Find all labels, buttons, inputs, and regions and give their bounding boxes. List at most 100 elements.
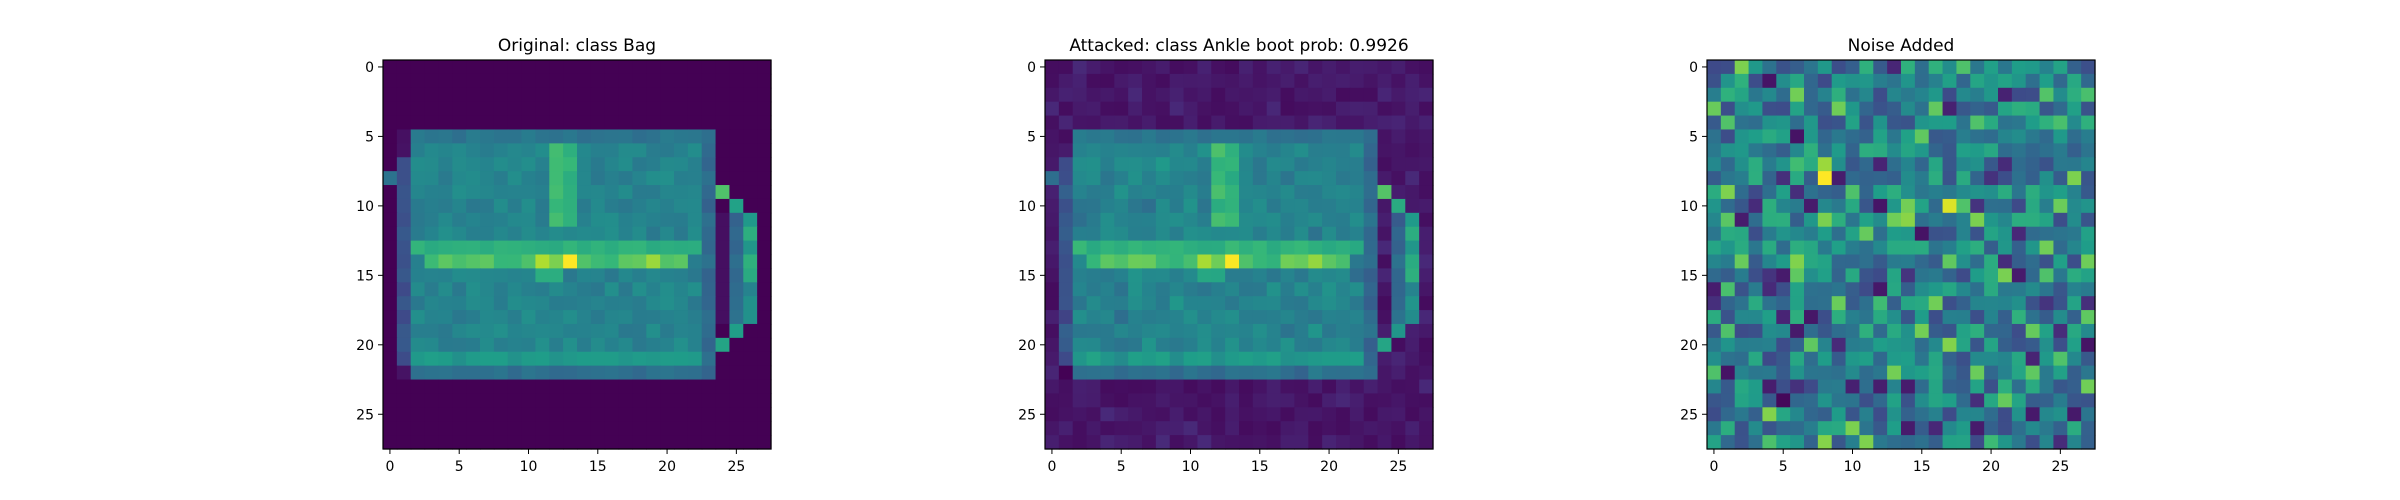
- heatmap-cell: [521, 351, 537, 367]
- heatmap-cell: [1322, 143, 1337, 158]
- heatmap-cell: [1308, 198, 1323, 214]
- heatmap-cell: [521, 393, 537, 408]
- heatmap-cell: [396, 171, 412, 186]
- heatmap-cell: [1776, 101, 1791, 117]
- heatmap-cell: [493, 435, 509, 450]
- heatmap-cell: [715, 157, 731, 172]
- heatmap-cell: [1391, 226, 1406, 242]
- heatmap-cell: [1100, 393, 1115, 408]
- heatmap-cell: [1720, 379, 1736, 395]
- heatmap-cell: [757, 185, 772, 200]
- heatmap-cell: [1405, 393, 1420, 408]
- heatmap-cell: [687, 393, 703, 408]
- heatmap-cell: [480, 323, 495, 339]
- heatmap-cell: [383, 282, 398, 297]
- heatmap-cell: [1391, 60, 1406, 75]
- heatmap-cell: [646, 310, 661, 325]
- heatmap-cell: [1197, 87, 1212, 103]
- heatmap-cell: [1045, 421, 1060, 436]
- heatmap-cell: [452, 365, 467, 381]
- heatmap-cell: [1901, 254, 1916, 269]
- heatmap-cell: [1280, 435, 1296, 450]
- heatmap-cell: [1211, 87, 1226, 103]
- heatmap-cell: [1901, 379, 1916, 395]
- heatmap-cell: [1720, 282, 1736, 297]
- heatmap-cell: [1901, 115, 1916, 131]
- heatmap-cell: [1155, 115, 1171, 131]
- heatmap-cell: [549, 268, 564, 283]
- heatmap-cell: [1956, 337, 1971, 353]
- heatmap-cell: [1336, 323, 1351, 339]
- heatmap-cell: [715, 60, 731, 75]
- heatmap-cell: [1970, 296, 1985, 311]
- heatmap-cell: [452, 323, 467, 339]
- heatmap-cell: [1776, 212, 1791, 228]
- heatmap-cell: [687, 198, 703, 214]
- heatmap-cell: [1928, 157, 1944, 172]
- heatmap-cell: [1707, 129, 1722, 144]
- heatmap-cell: [1790, 87, 1805, 103]
- heatmap-cell: [1956, 365, 1971, 381]
- heatmap-cell: [1045, 268, 1060, 283]
- heatmap-cell: [2081, 268, 2096, 283]
- heatmap-cell: [1998, 115, 2013, 131]
- heatmap-cell: [396, 435, 412, 450]
- heatmap-cell: [1252, 171, 1268, 186]
- heatmap-cell: [1970, 129, 1985, 144]
- heatmap-cell: [1901, 296, 1916, 311]
- heatmap-cell: [577, 87, 592, 103]
- heatmap-cell: [1100, 337, 1115, 353]
- heatmap-cell: [1294, 60, 1309, 75]
- heatmap-cell: [1294, 365, 1309, 381]
- heatmap-cell: [729, 185, 744, 200]
- heatmap-cell: [1225, 435, 1240, 450]
- heatmap-cell: [1956, 310, 1971, 325]
- heatmap-cell: [1239, 185, 1254, 200]
- heatmap-cell: [1169, 351, 1185, 367]
- heatmap-cell: [1720, 240, 1736, 256]
- x-tick-label: 0: [385, 459, 394, 475]
- heatmap-cell: [1956, 351, 1971, 367]
- heatmap-cell: [1058, 101, 1074, 117]
- heatmap-cell: [1859, 268, 1874, 283]
- heatmap-cell: [1045, 60, 1060, 75]
- heatmap-cell: [1707, 87, 1722, 103]
- heatmap-cell: [1707, 198, 1722, 214]
- heatmap-cell: [1984, 296, 1999, 311]
- heatmap-cell: [577, 393, 592, 408]
- heatmap-cell: [604, 115, 620, 131]
- heatmap-cell: [1266, 240, 1282, 256]
- heatmap-cell: [1225, 240, 1240, 256]
- heatmap-cell: [687, 240, 703, 256]
- heatmap-cell: [1984, 73, 1999, 89]
- heatmap-cell: [1419, 185, 1434, 200]
- heatmap-cell: [1887, 323, 1902, 339]
- heatmap-cell: [1901, 240, 1916, 256]
- heatmap-cell: [2039, 226, 2055, 242]
- heatmap-cell: [424, 365, 440, 381]
- heatmap-cell: [687, 268, 703, 283]
- heatmap-cell: [674, 157, 689, 172]
- heatmap-cell: [2039, 296, 2055, 311]
- heatmap-cell: [410, 351, 426, 367]
- heatmap-cell: [618, 323, 634, 339]
- heatmap-cell: [1914, 268, 1930, 283]
- heatmap-cell: [1252, 337, 1268, 353]
- x-tick-label: 10: [1844, 459, 1862, 475]
- heatmap-cell: [1280, 393, 1296, 408]
- heatmap-cell: [1887, 310, 1902, 325]
- heatmap-cell: [549, 379, 564, 395]
- heatmap-cell: [674, 212, 689, 228]
- heatmap-cell: [1859, 337, 1874, 353]
- heatmap-cell: [1363, 73, 1379, 89]
- heatmap-cell: [452, 60, 467, 75]
- heatmap-cell: [687, 282, 703, 297]
- heatmap-cell: [1748, 226, 1764, 242]
- heatmap-cell: [1349, 435, 1365, 450]
- heatmap-cell: [1748, 129, 1764, 144]
- heatmap-cell: [383, 393, 398, 408]
- heatmap-cell: [1363, 296, 1379, 311]
- heatmap-cell: [1817, 282, 1833, 297]
- heatmap-cell: [1197, 310, 1212, 325]
- heatmap-cell: [1970, 115, 1985, 131]
